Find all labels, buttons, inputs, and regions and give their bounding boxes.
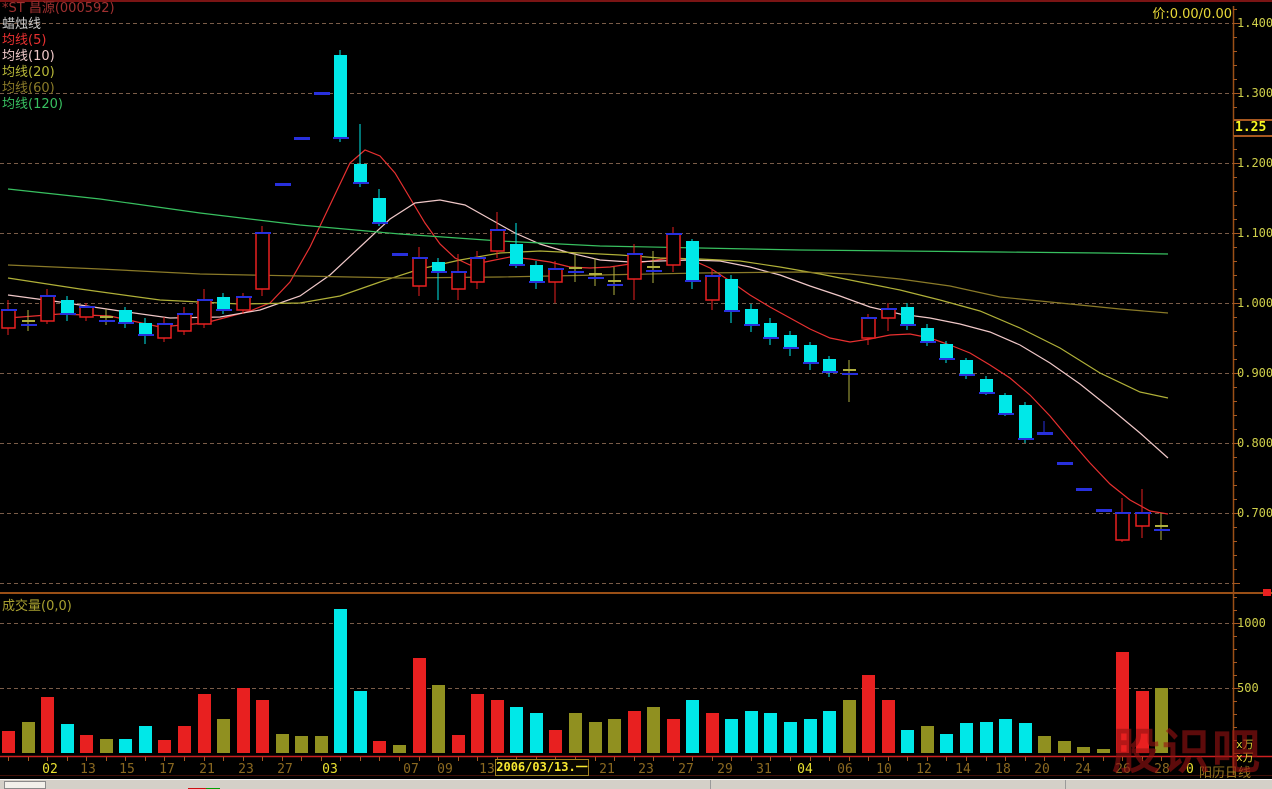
date-axis-label: 13 (80, 762, 96, 777)
date-axis-label: 29 (717, 762, 733, 777)
price-axis-label: 1.300 (1237, 86, 1272, 100)
period-label: 阳历日线 (1199, 766, 1252, 781)
date-axis-label: 28 (1154, 762, 1170, 777)
date-axis-label: 18 (995, 762, 1011, 777)
volume-axis-label: 1000 (1237, 616, 1266, 630)
date-axis-label: 07 (403, 762, 419, 777)
date-axis-label: 14 (955, 762, 971, 777)
date-axis-zero: 0 (1186, 762, 1194, 777)
selected-date-box: 2006/03/13.一 (495, 759, 589, 776)
date-axis-label: 21 (199, 762, 215, 777)
scrollbar-thumb[interactable] (4, 781, 46, 789)
volume-unit-label: x万 (1236, 751, 1254, 764)
price-axis-label: 0.900 (1237, 366, 1272, 380)
stock-title: *ST 昌源(000592) (2, 1, 115, 16)
date-axis-label: 20 (1034, 762, 1050, 777)
date-axis-label: 27 (277, 762, 293, 777)
date-axis-label: 10 (876, 762, 892, 777)
price-axis-label: 1.000 (1237, 296, 1272, 310)
price-axis-label: 0.700 (1237, 506, 1272, 520)
legend-ma5: 均线(5) (2, 33, 47, 48)
date-axis-label: 24 (1075, 762, 1091, 777)
volume-pane-label: 成交量(0,0) (2, 599, 72, 614)
date-axis-label: 06 (837, 762, 853, 777)
price-axis-label: 1.200 (1237, 156, 1272, 170)
legend-ma120: 均线(120) (2, 97, 63, 112)
date-axis-label: 26 (1115, 762, 1131, 777)
volume-unit-label: x万 (1236, 738, 1254, 751)
date-axis-label: 15 (119, 762, 135, 777)
legend-ma10: 均线(10) (2, 49, 55, 64)
legend-ma60: 均线(60) (2, 81, 55, 96)
strip-divider (1065, 780, 1066, 789)
current-price-readout: 价:0.00/0.00 (1152, 7, 1232, 22)
date-axis-label: 31 (756, 762, 772, 777)
date-axis-label: 04 (797, 762, 813, 777)
date-axis-label: 23 (238, 762, 254, 777)
last-price-marker: 1.25 (1234, 119, 1272, 137)
chart-legend: *ST 昌源(000592) 蜡烛线 均线(5) 均线(10) 均线(20) 均… (2, 1, 115, 113)
price-axis-label: 1.100 (1237, 226, 1272, 240)
volume-axis-label: 500 (1237, 681, 1259, 695)
date-axis-label: 02 (42, 762, 58, 777)
date-axis-label: 13 (479, 762, 495, 777)
date-axis-label: 12 (916, 762, 932, 777)
price-axis-label: 1.400 (1237, 16, 1272, 30)
legend-candle-series: 蜡烛线 (2, 17, 42, 32)
site-watermark: 股识吧 (1112, 724, 1263, 780)
date-axis-label: 17 (159, 762, 175, 777)
date-axis-label: 23 (638, 762, 654, 777)
window-bottom-scrollbar[interactable] (0, 779, 1272, 789)
date-axis-label: 27 (678, 762, 694, 777)
legend-ma20: 均线(20) (2, 65, 55, 80)
date-axis-label: 03 (322, 762, 338, 777)
date-axis-label: 09 (437, 762, 453, 777)
price-axis-label: 0.800 (1237, 436, 1272, 450)
date-axis-label: 21 (599, 762, 615, 777)
strip-divider (710, 780, 711, 789)
